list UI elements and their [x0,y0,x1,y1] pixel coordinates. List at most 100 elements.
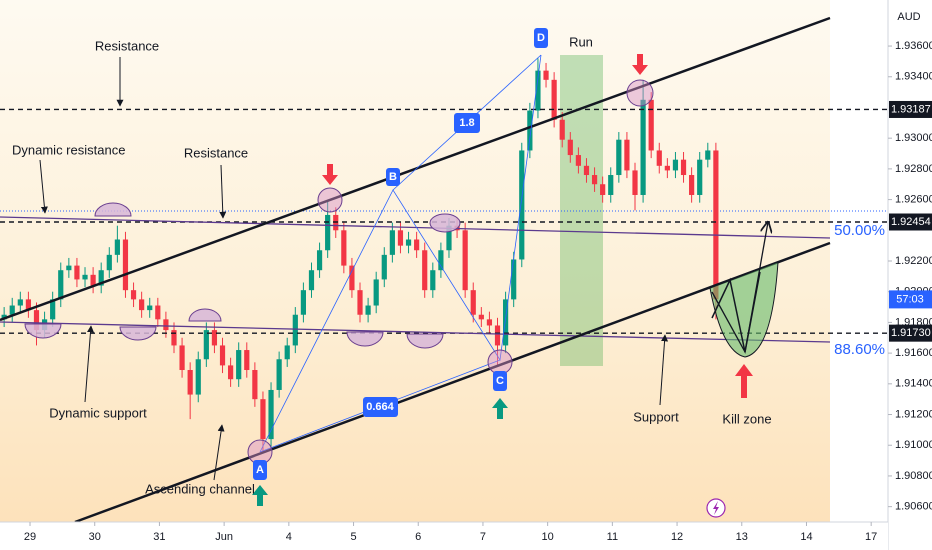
point-label: B [389,171,397,183]
arrow-down [632,54,648,75]
countdown: 57:03 [896,293,924,305]
touch-mark [119,326,157,341]
y-tick-label: 1.91000 [895,439,932,451]
candle-body [511,259,517,300]
touch-mark [429,213,461,233]
candles [1,58,719,453]
candle-body [219,345,226,366]
candle-body [713,150,719,300]
candle-body [17,299,23,306]
note: Ascending channel [145,481,255,496]
candle-body [325,214,331,251]
callout-line [219,164,227,219]
shaded-zone [0,0,830,522]
badge [363,397,398,417]
candle-body [648,99,654,151]
candle-body [90,274,96,286]
candle-body [486,319,493,326]
point-label: C [496,375,504,387]
candle-body [25,299,32,311]
candle-body [430,270,436,291]
candle-body [300,290,306,315]
level-label-box [889,100,932,118]
x-tick-label: 11 [607,531,618,543]
candle-body [308,270,315,291]
candle-body [58,270,64,300]
candle-body [494,325,501,346]
touch-mark [188,308,222,322]
candle-body [519,150,525,260]
note: Dynamic support [49,405,147,420]
candle-body [689,175,695,195]
x-tick-label: 29 [24,531,36,543]
candle-body [365,305,371,315]
candle-body [389,230,395,255]
candle-body [260,399,266,440]
candle-body [236,350,242,380]
candle-body [664,165,670,171]
y-tick-label: 1.93400 [895,71,932,83]
x-tick-label: 31 [153,531,165,543]
ratio-label: 1.8 [459,117,474,129]
dynamic-support-line [0,321,831,343]
x-tick-label: 4 [286,531,292,543]
x-tick-label: 12 [671,531,683,543]
touch-mark [94,202,132,217]
candle-body [680,159,687,176]
candle-body [106,254,112,271]
arrow-up [735,364,753,398]
drawings: Resistance Dynamic resistance Resistance… [0,16,885,524]
y-tick-label: 1.92600 [895,193,932,205]
y-tick-label: 1.93600 [895,40,932,52]
candle-body [551,79,557,120]
candle-body [292,314,298,346]
fib-label: 50.00% [834,222,885,239]
candle-body [697,159,703,195]
candle-body [228,365,234,380]
candle-body [163,319,169,331]
candle-body [381,254,387,280]
candle-body [33,310,40,331]
projection-arrow [711,222,768,354]
arrow-down [322,164,338,185]
arrow-up [252,485,268,506]
callout-line [39,159,48,214]
candle-body [171,330,177,346]
x-tick-label: 17 [865,531,877,543]
y-tick-label: 1.90800 [895,470,932,482]
pivot-circle [626,79,654,107]
arrow-up [492,398,508,419]
note: Resistance [95,38,159,53]
candle-body [268,389,274,440]
candle-body [9,305,15,315]
candle-body [397,230,404,246]
badge [534,28,548,48]
candle-body [600,184,606,195]
currency: AUD [897,11,920,23]
candle-body [535,70,541,111]
point-label: A [256,464,264,476]
touch-mark [346,331,384,347]
candle-body [1,314,7,320]
callouts [39,57,669,481]
candle-body [373,279,379,306]
badge [454,113,480,133]
note: Kill zone [722,411,771,426]
level-label-box [889,324,932,342]
candle-body [405,239,412,246]
candle-body [252,370,258,400]
alert-bolt[interactable] [713,501,719,515]
candle-body [82,274,88,280]
candle-body [341,230,347,266]
candle-body [74,265,80,280]
y-tick-label: 1.91200 [895,408,932,420]
time-axis [0,522,888,550]
candle-body [284,345,290,360]
level-label: 1.92454 [891,216,931,228]
level-label: 1.91730 [891,327,931,339]
candle-body [276,359,282,390]
background [0,0,888,522]
candle-body [575,155,581,166]
alert-icon[interactable] [706,498,726,518]
